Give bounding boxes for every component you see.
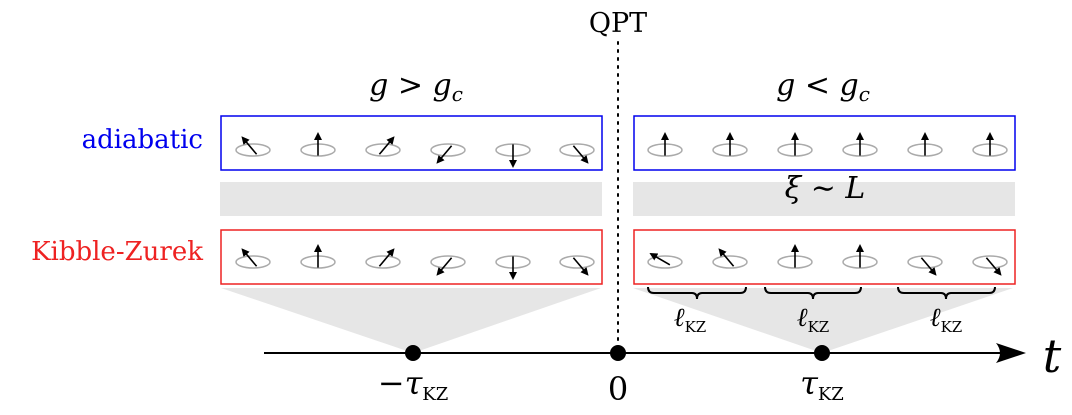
spin-arrow [572, 257, 589, 276]
gray-separator-left [220, 182, 602, 216]
time-point-minus-tau [405, 345, 421, 361]
spin [495, 255, 531, 280]
spin-arrow [378, 136, 395, 155]
spin-ellipse [907, 255, 943, 269]
spin [495, 143, 531, 168]
spin [365, 248, 401, 269]
phase-label-left: g > gc [369, 68, 463, 106]
spin-ellipse [235, 255, 271, 269]
domain-brace-2 [764, 286, 862, 300]
spin-ellipse [430, 255, 466, 269]
light-cone-right [633, 288, 1013, 353]
tick-label-minus-tau: −τKZ [378, 364, 448, 405]
tick-label-tau: τKZ [800, 364, 844, 405]
spin [300, 244, 336, 269]
spin [430, 143, 466, 164]
spin [235, 248, 271, 269]
domain-size-label-3: ℓKZ [930, 303, 962, 336]
time-axis-arrowhead [996, 343, 1026, 363]
time-point-tau [814, 345, 830, 361]
spin-ellipse [559, 143, 595, 157]
spin-arrow [436, 145, 453, 164]
spin-ellipse [430, 143, 466, 157]
spin [430, 255, 466, 276]
time-axis-label: t [1043, 329, 1062, 383]
domain-size-label-2: ℓKZ [797, 303, 829, 336]
correlation-length-label: ξ ∼ L [785, 171, 866, 206]
qpt-label: QPT [589, 8, 647, 39]
adiabatic-box-right [633, 115, 1016, 171]
spin [300, 132, 336, 157]
spin [235, 136, 271, 157]
spin-ellipse [647, 255, 683, 269]
spin [842, 132, 878, 157]
spin [559, 255, 595, 276]
spin-ellipse [712, 255, 748, 269]
spin [907, 255, 943, 276]
spin-arrow [572, 145, 589, 164]
spin-row-adiabatic-left [235, 132, 595, 168]
spin-ellipse [365, 255, 401, 269]
spin-arrow [920, 257, 937, 276]
spin-arrow [241, 136, 258, 155]
spin [972, 132, 1008, 157]
kz-box-right [633, 229, 1016, 285]
spin [712, 248, 748, 269]
domain-brace-3 [897, 286, 996, 300]
spin [559, 143, 595, 164]
spin [712, 132, 748, 157]
spin [365, 136, 401, 157]
spin [777, 244, 813, 269]
row-label-adiabatic: adiabatic [82, 125, 203, 155]
spin-ellipse [972, 255, 1008, 269]
kz-box-left [220, 229, 603, 285]
gray-separator-right [633, 182, 1015, 216]
spin-ellipse [365, 143, 401, 157]
spin-row-adiabatic-right [647, 132, 1008, 157]
spin-ellipse [559, 255, 595, 269]
tick-label-zero: 0 [608, 370, 628, 408]
spin-arrow [436, 257, 453, 276]
spin-row-kz-left [235, 244, 595, 280]
time-point-zero [610, 345, 626, 361]
spin-arrow [241, 248, 258, 267]
spin [647, 252, 683, 269]
spin [647, 132, 683, 157]
spin-arrow [985, 257, 1002, 276]
spin-arrow [649, 252, 671, 266]
adiabatic-box-left [220, 115, 603, 171]
domain-brace-1 [647, 286, 747, 300]
domain-size-label-1: ℓKZ [674, 303, 706, 336]
spin-ellipse [235, 143, 271, 157]
spin-arrow [378, 248, 395, 267]
row-label-kibble-zurek: Kibble-Zurek [31, 237, 203, 267]
spin-row-kz-right [647, 244, 1008, 276]
spin [907, 132, 943, 157]
spin [972, 255, 1008, 276]
spin-arrow [718, 248, 735, 267]
light-cone-left [221, 288, 601, 353]
phase-label-right: g < gc [776, 68, 870, 106]
spin [842, 244, 878, 269]
spin [777, 132, 813, 157]
